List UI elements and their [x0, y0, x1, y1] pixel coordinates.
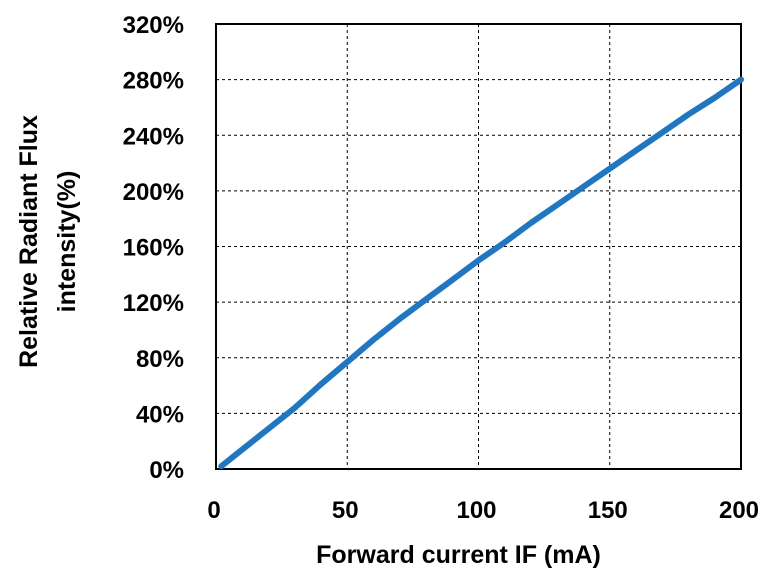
grid	[216, 24, 741, 469]
y-tick-label: 280%	[123, 68, 184, 95]
x-tick-label: 200	[719, 497, 759, 524]
x-tick-label: 100	[456, 497, 496, 524]
y-tick-label: 40%	[136, 401, 184, 428]
y-axis-title-line-2: intensity(%)	[53, 171, 81, 313]
y-tick-label: 320%	[123, 12, 184, 39]
y-tick-label: 0%	[149, 457, 184, 484]
x-axis-title: Forward current IF (mA)	[316, 541, 601, 569]
plot-frame	[215, 23, 742, 470]
y-tick-label: 200%	[123, 179, 184, 206]
y-tick-label: 160%	[123, 235, 184, 262]
series-layer	[218, 76, 744, 470]
x-tick-label: 150	[588, 497, 628, 524]
y-tick-label: 240%	[123, 123, 184, 150]
x-tick-label: 0	[207, 497, 220, 524]
y-axis-title: Relative Radiant Flux intensity(%)	[15, 115, 81, 368]
y-tick-label: 80%	[136, 346, 184, 373]
x-tick-labels: 0 50 100 150 200	[207, 497, 759, 524]
y-tick-label: 120%	[123, 290, 184, 317]
y-tick-labels: 0% 40% 80% 120% 160% 200% 240% 280% 320%	[123, 12, 184, 484]
series-line	[218, 76, 744, 470]
y-axis-title-line-1: Relative Radiant Flux	[15, 115, 43, 368]
x-tick-label: 50	[332, 497, 359, 524]
